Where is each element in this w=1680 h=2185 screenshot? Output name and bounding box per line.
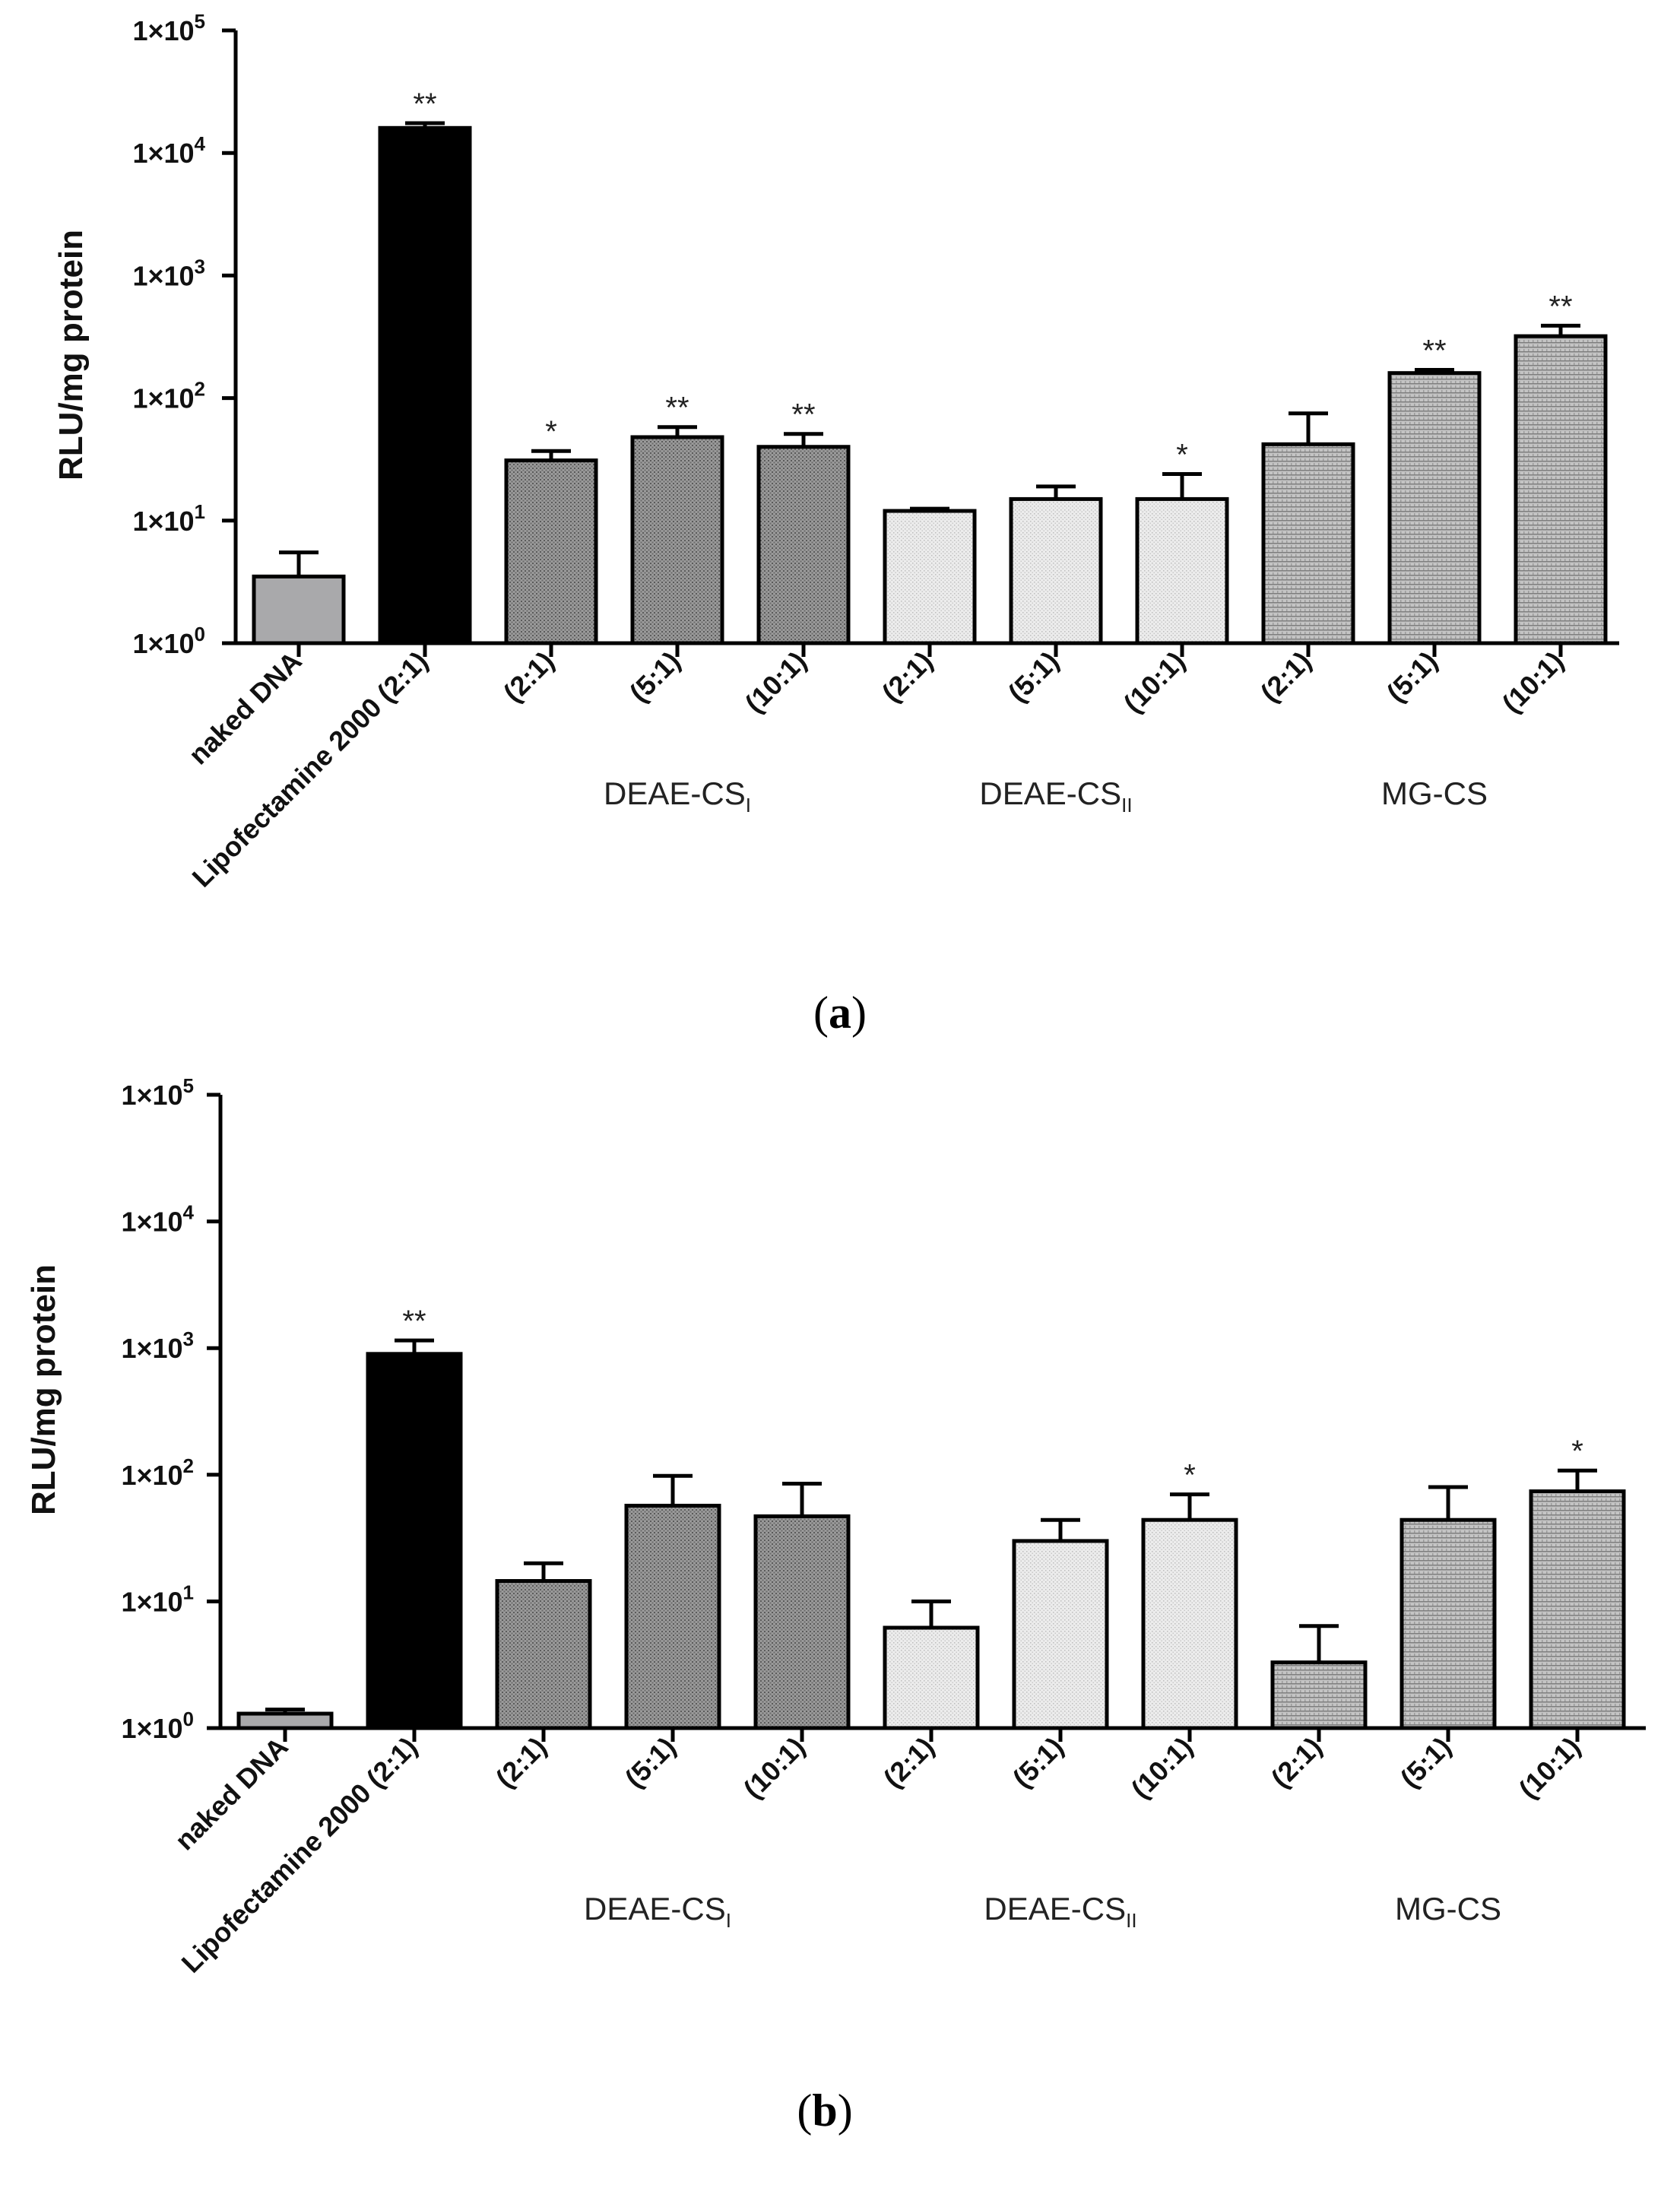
y-tick-label: 1×100 [121,1708,194,1744]
significance-marker: ** [413,87,436,121]
x-tick-label: (10:1) [1513,1731,1586,1805]
y-tick-label: 1×102 [132,378,205,414]
y-tick-label: 1×103 [121,1327,194,1364]
axes [222,28,1619,657]
y-tick-labels: 1×100 1×101 1×102 1×103 1×104 1×105 [121,1074,194,1744]
x-tick-label: (10:1) [1117,645,1191,719]
bar [1270,1660,1368,1730]
group-label: MG-CS [1381,775,1488,811]
bar [1009,496,1103,645]
y-tick-label: 1×101 [121,1581,194,1617]
bar [504,458,598,645]
group-label: DEAE-CSII [979,775,1132,817]
bar [1529,1489,1626,1730]
group-label: DEAE-CSII [984,1891,1136,1932]
x-tick-label: (10:1) [1496,645,1570,719]
x-tick-label: (10:1) [739,645,813,719]
bar [1135,496,1229,645]
bar [756,445,851,645]
significance-marker: * [1176,439,1188,472]
bar [366,1352,463,1730]
x-tick-label: (10:1) [1125,1731,1199,1805]
significance-marker: * [1184,1459,1196,1492]
bar [1261,442,1355,645]
significance-marker: * [545,415,557,449]
group-label: DEAE-CSI [584,1891,731,1932]
significance-marker: ** [791,398,815,432]
group-labels: DEAE-CSI DEAE-CSII MG-CS [584,1891,1501,1932]
axes [207,1092,1646,1742]
y-tick-label: 1×100 [132,623,205,659]
group-label: DEAE-CSI [604,775,751,817]
y-axis-label: RLU/mg protein [52,230,90,480]
significance-marker: ** [1422,334,1446,367]
bar [753,1514,851,1730]
y-tick-label: 1×104 [121,1201,194,1238]
panel-a: RLU/mg protein 1×100 1×101 1×102 1×103 1×104… [52,10,1619,1038]
bar [1514,334,1608,645]
bar [624,1503,721,1730]
group-labels: DEAE-CSI DEAE-CSII MG-CS [604,775,1488,817]
bar [883,509,977,645]
y-tick-label: 1×101 [132,500,205,537]
bar [1012,1539,1109,1730]
bar [630,435,724,645]
panel-label: (b) [797,2085,852,2136]
significance-marker: * [1571,1435,1583,1468]
y-tick-label: 1×105 [121,1074,194,1111]
y-axis-label: RLU/mg protein [25,1264,62,1515]
significance-marker: ** [665,392,689,425]
y-tick-label: 1×105 [132,10,205,46]
x-tick-label: naked DNA [182,645,308,771]
x-tick-label: Lipofectamine 2000 (2:1) [186,645,434,893]
x-tick-label: Lipofectamine 2000 (2:1) [176,1731,423,1979]
y-tick-label: 1×104 [132,132,205,169]
bar [236,1711,334,1730]
bars: **** [236,1305,1626,1730]
y-tick-labels: 1×100 1×101 1×102 1×103 1×104 1×105 [132,10,205,659]
bar [378,125,472,645]
bars: ***** ******* [252,87,1608,645]
bar [1399,1517,1497,1730]
y-tick-label: 1×103 [132,255,205,291]
panel-label: (a) [813,988,867,1038]
x-tick-label: naked DNA [169,1731,294,1857]
x-tick-label: (10:1) [737,1731,811,1805]
significance-marker: ** [402,1305,426,1338]
significance-marker: ** [1548,290,1572,323]
bar [1141,1517,1238,1730]
bar [495,1579,592,1730]
bar [252,574,346,645]
bar [1387,371,1482,645]
bar [883,1625,980,1730]
group-label: MG-CS [1395,1891,1501,1927]
panel-b: RLU/mg protein 1×100 1×101 1×102 1×103 1×104… [25,1074,1646,2136]
y-tick-label: 1×102 [121,1454,194,1491]
